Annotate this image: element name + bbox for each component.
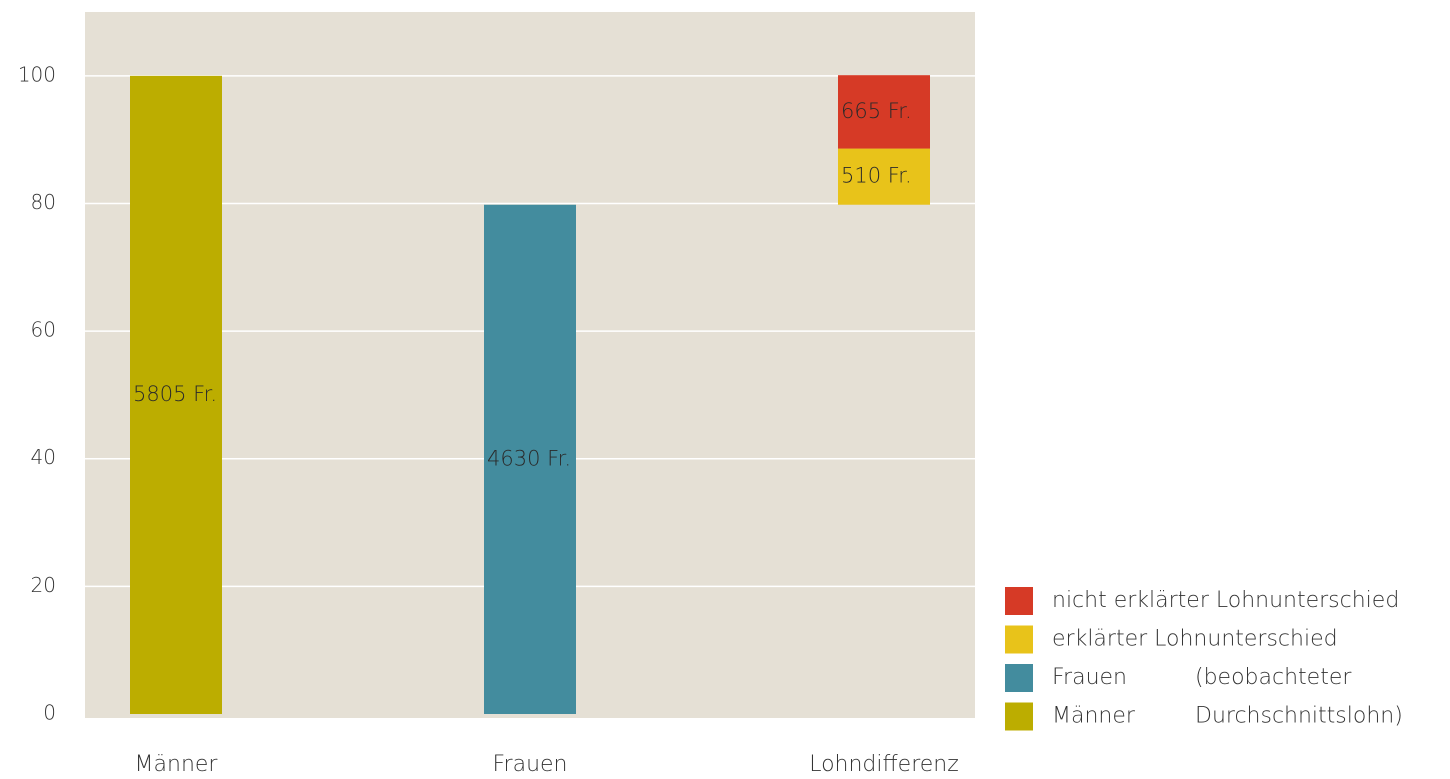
bar (130, 75, 222, 715)
data-label: 510 Fr. (841, 164, 912, 188)
legend-label: Frauen (1052, 665, 1127, 690)
legend-note: (beobachteter (1195, 665, 1352, 690)
x-tick-label: Lohndifferenz (809, 752, 959, 777)
legend-label: nicht erklärter Lohnunterschied (1052, 588, 1399, 613)
legend-label: Männer (1052, 704, 1136, 729)
y-tick-label: 100 (18, 62, 56, 86)
legend-swatch (1005, 664, 1033, 692)
bar (838, 148, 930, 205)
legend-note: Durchschnittslohn) (1195, 704, 1403, 729)
legend-swatch (1005, 625, 1033, 654)
y-tick-label: 80 (31, 190, 56, 214)
y-tick-label: 20 (31, 573, 56, 597)
y-tick-label: 40 (31, 445, 56, 469)
y-tick-label: 60 (31, 318, 56, 342)
data-label: 4630 Fr. (487, 446, 571, 470)
legend-swatch (1005, 587, 1033, 615)
bar (838, 75, 930, 149)
y-tick-label: 0 (43, 701, 56, 725)
x-tick-label: Frauen (492, 752, 567, 777)
x-tick-label: Männer (135, 752, 219, 777)
data-label: 665 Fr. (841, 99, 912, 123)
bar (484, 204, 576, 715)
legend-label: erklärter Lohnunterschied (1052, 627, 1338, 652)
legend-swatch (1005, 702, 1033, 731)
data-label: 5805 Fr. (133, 382, 217, 406)
